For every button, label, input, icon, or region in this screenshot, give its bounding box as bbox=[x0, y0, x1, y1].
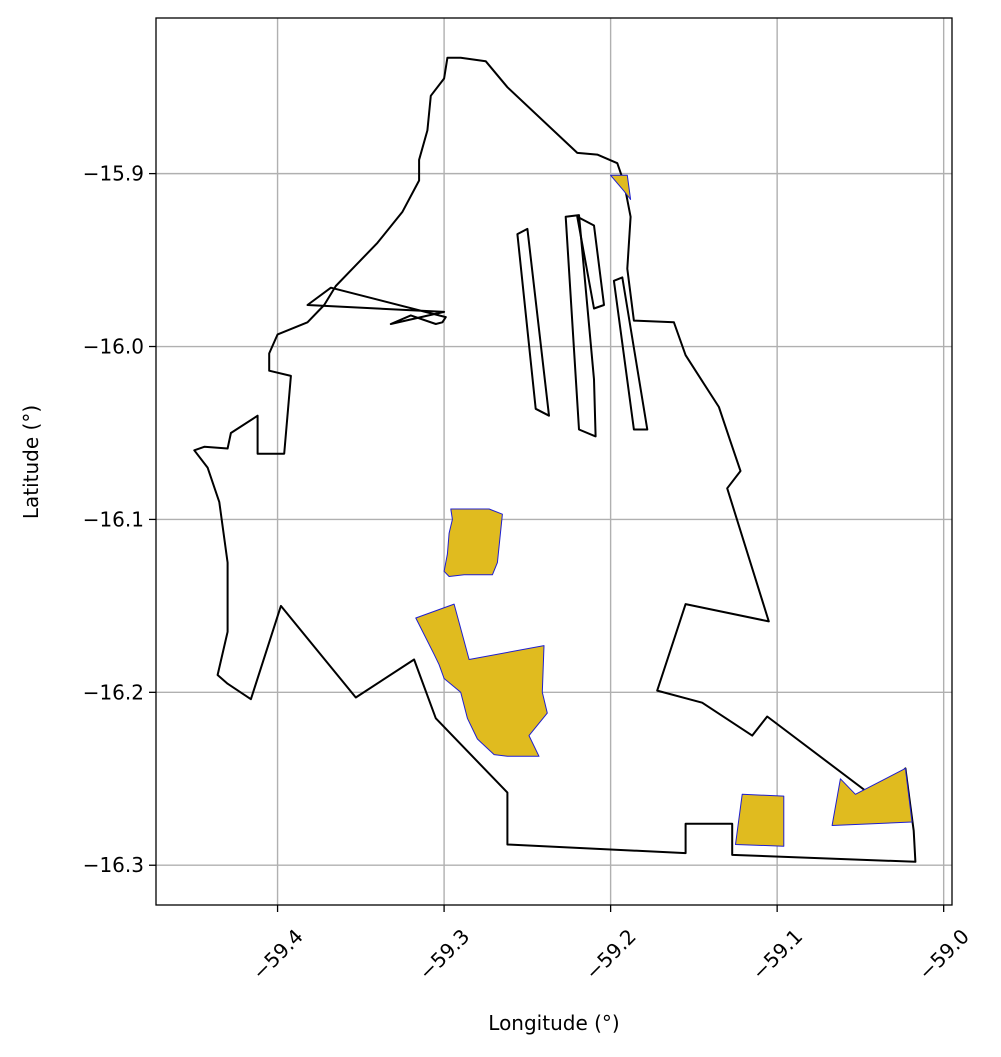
plot-area bbox=[193, 56, 917, 863]
inner-strip-2 bbox=[516, 227, 550, 417]
inner-strip-1 bbox=[306, 286, 447, 325]
filled-area-2 bbox=[415, 603, 548, 757]
filled-area-4 bbox=[610, 174, 632, 200]
filled-area-1 bbox=[443, 508, 503, 577]
y-axis-ticks: −15.9 −16.0 −16.1 −16.2 −16.3 bbox=[83, 162, 156, 877]
inner-strip-5 bbox=[612, 276, 649, 431]
y-axis-label: Latitude (°) bbox=[19, 405, 43, 519]
grid-lines bbox=[156, 18, 952, 905]
inner-strip-4 bbox=[576, 215, 605, 310]
y-tick-label: −16.1 bbox=[83, 507, 144, 531]
x-axis-label: Longitude (°) bbox=[488, 1011, 619, 1035]
filled-area-5 bbox=[831, 767, 913, 826]
inner-strip-3 bbox=[564, 214, 597, 438]
y-tick-label: −16.2 bbox=[83, 680, 144, 704]
y-tick-label: −16.0 bbox=[83, 335, 144, 359]
filled-area-3 bbox=[735, 793, 785, 847]
y-tick-label: −16.3 bbox=[83, 853, 144, 877]
axes-frame bbox=[155, 17, 953, 906]
y-tick-label: −15.9 bbox=[83, 162, 144, 186]
region-boundary bbox=[193, 56, 917, 863]
